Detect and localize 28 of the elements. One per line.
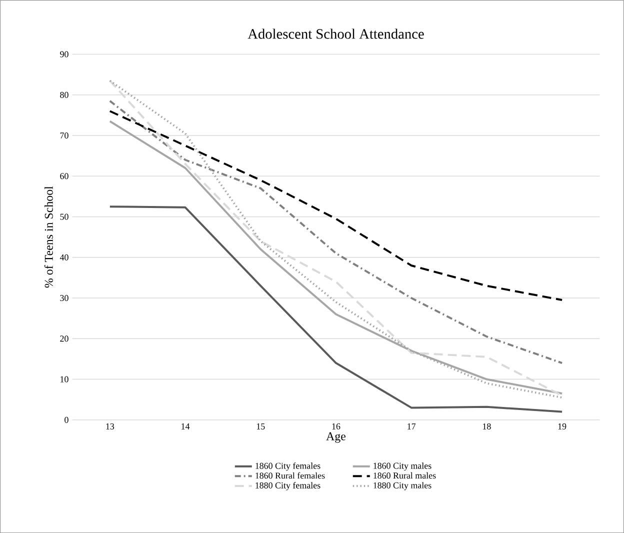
legend-label: 1880 City females bbox=[256, 482, 320, 490]
chart-title: Adolescent School Attendance bbox=[248, 28, 424, 39]
y-tick-label: 70 bbox=[60, 132, 68, 138]
legend-label: 1860 Rural females bbox=[256, 472, 325, 479]
legend-label: 1860 City females bbox=[256, 462, 320, 471]
legend-label: 1860 City males bbox=[374, 462, 432, 471]
y-tick-label: 30 bbox=[60, 294, 68, 302]
y-tick-label: 80 bbox=[60, 92, 68, 98]
y-tick-label: 50 bbox=[60, 214, 68, 220]
x-axis-title: Age bbox=[326, 432, 346, 443]
y-tick-label: 10 bbox=[60, 376, 68, 382]
x-tick-label: 13 bbox=[106, 423, 114, 430]
y-tick-label: 20 bbox=[60, 336, 68, 342]
y-axis-title: % of Teens in School bbox=[44, 186, 53, 288]
y-tick-label: 40 bbox=[60, 254, 68, 260]
y-tick-label: 90 bbox=[60, 51, 68, 58]
legend-label: 1880 City males bbox=[374, 482, 432, 490]
line-series bbox=[108, 100, 564, 364]
y-tick-label: 0 bbox=[64, 416, 68, 423]
x-tick-label: 19 bbox=[558, 423, 566, 430]
x-tick-label: 16 bbox=[332, 423, 340, 430]
x-tick-label: 14 bbox=[182, 423, 190, 430]
x-tick-label: 15 bbox=[256, 423, 265, 430]
x-tick-label: 17 bbox=[408, 423, 416, 430]
line-series bbox=[108, 206, 564, 413]
y-tick-label: 60 bbox=[60, 173, 68, 180]
x-tick-label: 18 bbox=[482, 423, 491, 430]
legend-label: 1860 Rural males bbox=[374, 472, 436, 479]
